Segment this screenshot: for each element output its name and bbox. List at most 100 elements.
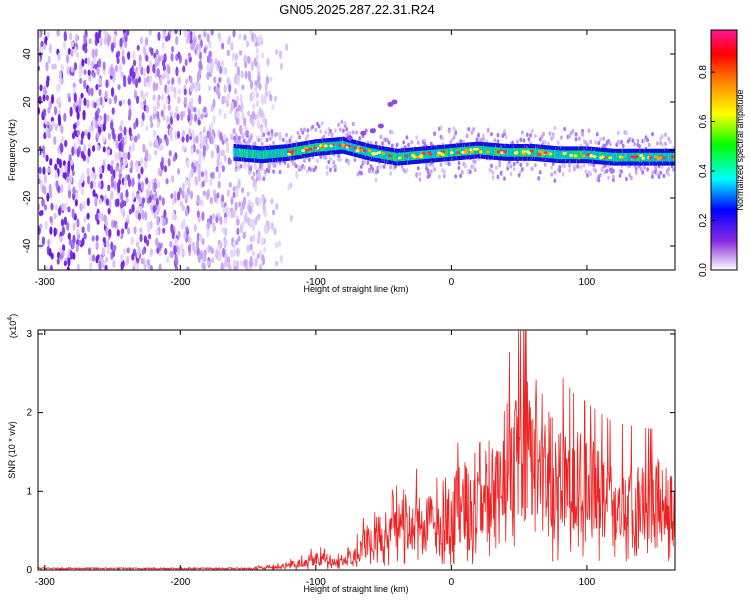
spectrogram-y-tick-label: -20 bbox=[22, 190, 33, 205]
halo-mark bbox=[239, 164, 243, 169]
halo-mark bbox=[273, 163, 277, 168]
noise-mark bbox=[128, 145, 132, 153]
halo-mark bbox=[275, 131, 279, 137]
noise-mark bbox=[67, 48, 71, 55]
noise-mark bbox=[212, 114, 216, 125]
band-core-mark bbox=[643, 152, 646, 162]
noise-mark bbox=[214, 57, 218, 65]
noise-mark bbox=[72, 186, 76, 196]
noise-mark bbox=[87, 69, 91, 76]
band-core-mark bbox=[479, 145, 482, 155]
noise-mark bbox=[210, 122, 214, 130]
peak-mark bbox=[287, 150, 291, 154]
noise-mark bbox=[169, 127, 173, 137]
noise-mark bbox=[60, 63, 64, 72]
noise-mark bbox=[271, 104, 275, 110]
noise-mark bbox=[113, 180, 117, 191]
noise-mark bbox=[188, 120, 193, 126]
halo-mark bbox=[246, 133, 249, 138]
band-core-mark bbox=[558, 150, 561, 160]
halo-mark bbox=[558, 165, 562, 170]
noise-mark bbox=[203, 134, 207, 143]
halo-mark bbox=[416, 140, 420, 145]
noise-mark bbox=[120, 120, 124, 127]
noise-mark bbox=[141, 112, 145, 122]
noise-mark bbox=[106, 247, 110, 256]
noise-mark bbox=[49, 158, 53, 166]
noise-mark bbox=[54, 163, 58, 171]
noise-mark bbox=[80, 139, 84, 146]
noise-mark bbox=[136, 133, 141, 140]
halo-mark bbox=[542, 131, 545, 137]
noise-mark bbox=[71, 170, 75, 177]
noise-mark bbox=[202, 126, 206, 134]
halo-mark bbox=[301, 130, 305, 135]
peak-mark bbox=[530, 149, 534, 153]
halo-mark bbox=[558, 168, 562, 173]
halo-mark bbox=[260, 162, 264, 167]
halo-mark bbox=[329, 167, 332, 172]
band-core-mark bbox=[378, 149, 381, 159]
band-core-mark bbox=[638, 152, 641, 162]
noise-mark bbox=[259, 263, 263, 270]
halo-mark bbox=[537, 176, 541, 181]
peak-mark bbox=[658, 156, 663, 160]
halo-mark bbox=[244, 141, 248, 146]
noise-mark bbox=[119, 37, 123, 48]
noise-mark bbox=[117, 184, 121, 194]
halo-mark bbox=[672, 167, 675, 172]
noise-mark bbox=[236, 247, 240, 258]
noise-mark bbox=[81, 237, 85, 246]
noise-mark bbox=[135, 193, 140, 200]
halo-mark bbox=[543, 162, 547, 167]
noise-mark bbox=[78, 97, 82, 107]
band-core-mark bbox=[480, 145, 483, 155]
halo-mark bbox=[425, 161, 428, 167]
noise-mark bbox=[113, 33, 117, 44]
halo-mark bbox=[486, 128, 490, 133]
noise-mark bbox=[75, 243, 79, 253]
band-core-mark bbox=[254, 149, 257, 159]
noise-mark bbox=[284, 43, 289, 52]
noise-mark bbox=[83, 69, 87, 75]
peak-mark bbox=[527, 151, 531, 155]
noise-mark bbox=[49, 226, 53, 235]
noise-mark bbox=[263, 211, 268, 218]
noise-mark bbox=[168, 30, 172, 35]
band-core-mark bbox=[627, 152, 630, 162]
peak-mark bbox=[513, 151, 518, 155]
noise-mark bbox=[59, 235, 63, 243]
noise-mark bbox=[115, 139, 119, 149]
noise-mark bbox=[121, 164, 125, 172]
noise-mark bbox=[223, 216, 228, 225]
noise-mark bbox=[171, 229, 175, 240]
noise-mark bbox=[198, 60, 202, 70]
halo-mark bbox=[472, 164, 475, 169]
noise-mark bbox=[44, 117, 48, 125]
halo-mark bbox=[329, 156, 332, 162]
noise-mark bbox=[192, 37, 196, 47]
halo-mark bbox=[359, 171, 363, 176]
halo-mark bbox=[288, 138, 292, 143]
noise-mark bbox=[92, 71, 96, 79]
noise-mark bbox=[146, 239, 150, 247]
noise-mark bbox=[230, 249, 234, 259]
noise-mark bbox=[164, 247, 168, 256]
band-core-mark bbox=[236, 148, 239, 158]
noise-mark bbox=[95, 235, 99, 242]
peak-mark bbox=[355, 149, 360, 153]
colorbar: 0.0 0.2 0.4 0.6 0.8 Normalized spectral ampl… bbox=[698, 29, 745, 277]
halo-mark bbox=[416, 166, 420, 171]
noise-mark bbox=[98, 181, 102, 190]
noise-mark bbox=[38, 46, 42, 53]
halo-mark bbox=[457, 165, 461, 171]
noise-mark bbox=[233, 248, 237, 258]
peak-mark bbox=[427, 151, 432, 155]
noise-mark bbox=[175, 66, 179, 77]
halo-mark bbox=[527, 137, 531, 142]
noise-mark bbox=[196, 148, 200, 155]
noise-mark bbox=[275, 202, 279, 211]
spectrogram-x-ticks: -300 -200 -100 0 100 bbox=[35, 30, 596, 288]
peak-mark bbox=[478, 150, 483, 154]
noise-mark bbox=[200, 113, 204, 120]
